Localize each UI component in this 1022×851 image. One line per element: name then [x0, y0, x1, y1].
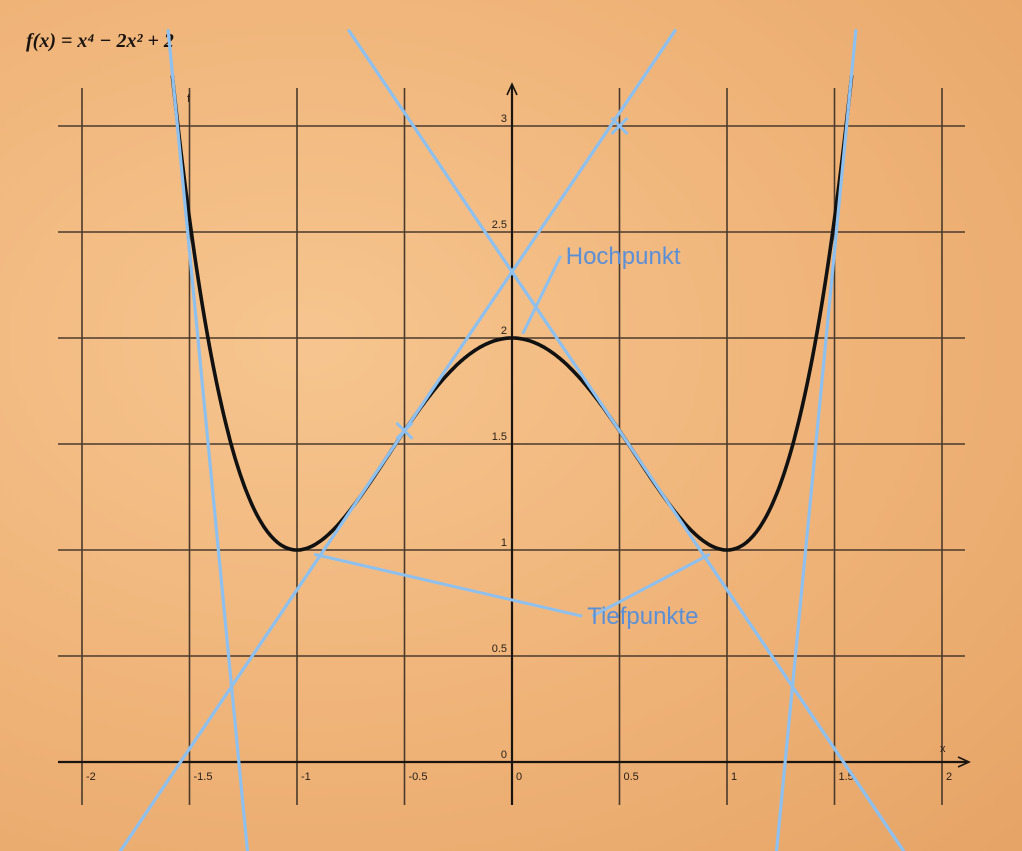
- tangent-line: [166, 29, 250, 851]
- y-tick-label: 0.5: [492, 643, 507, 655]
- y-axis-label: f: [187, 93, 191, 105]
- x-tick-label: 2: [946, 771, 952, 783]
- x-tick-label: 0.5: [624, 771, 639, 783]
- y-tick-label: 0: [501, 749, 507, 761]
- y-tick-label: 1: [501, 537, 507, 549]
- tangent-line: [118, 29, 677, 851]
- y-axis-arrow: [506, 82, 518, 96]
- y-tick-label: 1.5: [492, 431, 507, 443]
- x-tick-label: -2: [86, 771, 96, 783]
- x-tick-label: -0.5: [409, 771, 428, 783]
- x-tick-label: -1: [301, 771, 311, 783]
- x-tick-label: 1: [731, 771, 737, 783]
- point-marker: [610, 116, 629, 136]
- annotation-label: Hochpunkt: [566, 243, 681, 270]
- tangent-line: [347, 29, 906, 851]
- annotation-leader: [521, 255, 563, 335]
- annotation-leader: [313, 552, 583, 618]
- y-tick-label: 2: [501, 325, 507, 337]
- function-title: f(x) = x⁴ − 2x² + 2: [26, 30, 174, 52]
- annotation-label: Tiefpunkte: [587, 603, 698, 630]
- y-tick-label: 2.5: [492, 219, 507, 231]
- function-curve: [170, 75, 854, 552]
- x-axis-arrow: [957, 756, 971, 768]
- x-axis-label: x: [940, 743, 946, 755]
- tangent-line: [774, 29, 858, 851]
- annotation-leader: [591, 552, 711, 618]
- x-tick-label: 0: [516, 771, 522, 783]
- y-tick-label: 3: [501, 113, 507, 125]
- point-marker: [395, 421, 414, 440]
- x-tick-label: -1.5: [194, 771, 213, 783]
